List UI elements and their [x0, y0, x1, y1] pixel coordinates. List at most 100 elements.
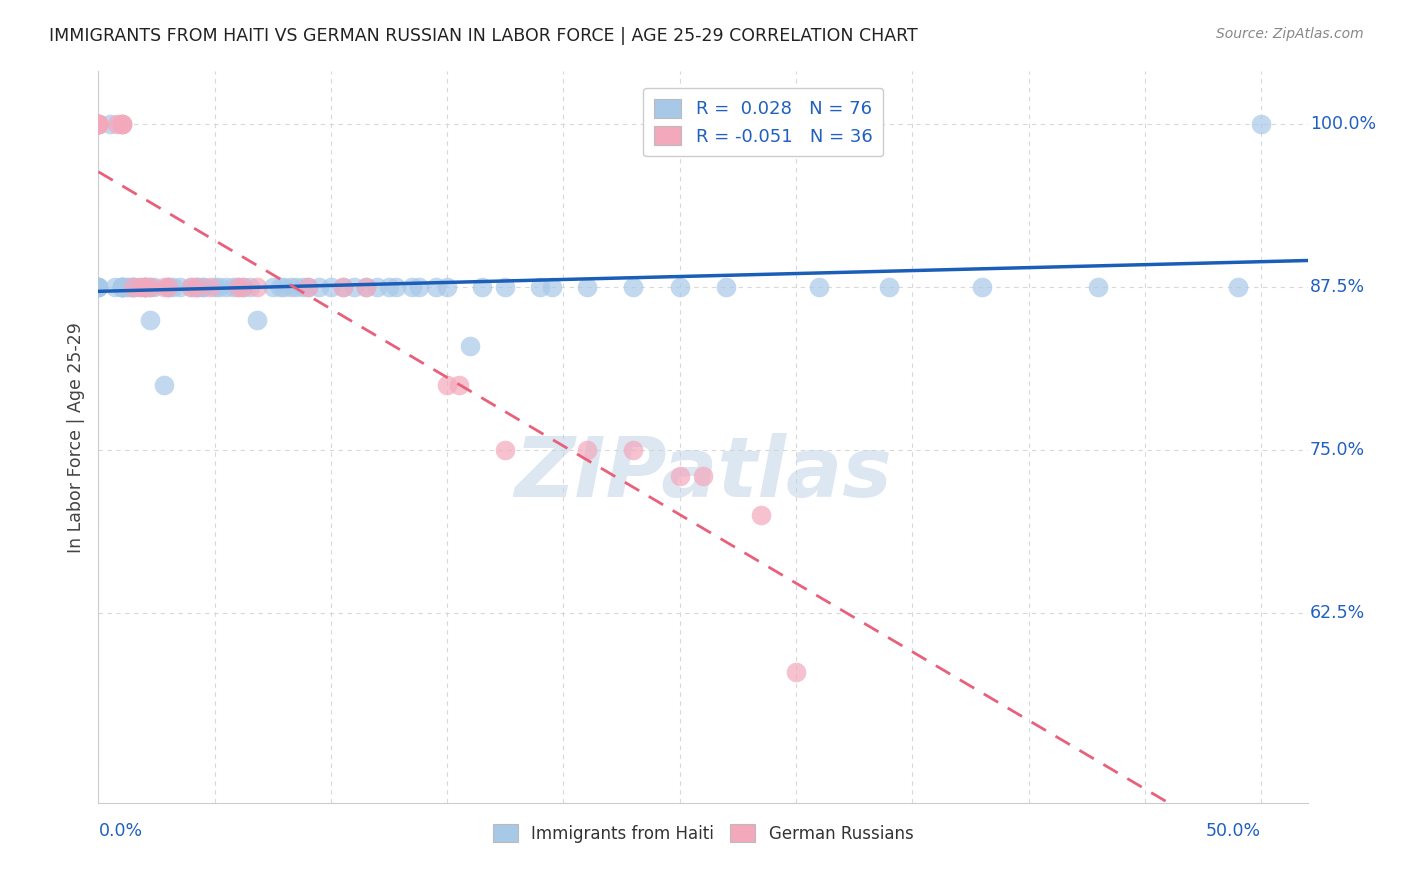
Point — [366, 280, 388, 294]
Point — [162, 280, 184, 294]
Point — [111, 280, 134, 294]
Point — [204, 280, 226, 294]
Point — [575, 280, 598, 294]
Point — [332, 280, 354, 294]
Point — [208, 280, 231, 294]
Point — [692, 469, 714, 483]
Point — [157, 280, 180, 294]
Text: 62.5%: 62.5% — [1310, 605, 1365, 623]
Point — [460, 339, 482, 353]
Point — [87, 117, 110, 131]
Point — [87, 280, 110, 294]
Point — [87, 117, 110, 131]
Point — [378, 280, 401, 294]
Point — [138, 312, 160, 326]
Point — [716, 280, 738, 294]
Point — [111, 280, 134, 294]
Point — [111, 117, 134, 131]
Point — [877, 280, 900, 294]
Point — [749, 508, 772, 523]
Point — [134, 280, 156, 294]
Point — [232, 280, 254, 294]
Point — [436, 377, 458, 392]
Point — [529, 280, 551, 294]
Point — [280, 280, 302, 294]
Point — [198, 280, 221, 294]
Point — [87, 280, 110, 294]
Point — [621, 280, 644, 294]
Point — [87, 117, 110, 131]
Point — [134, 280, 156, 294]
Point — [169, 280, 191, 294]
Point — [157, 280, 180, 294]
Point — [138, 280, 160, 294]
Point — [134, 280, 156, 294]
Text: Source: ZipAtlas.com: Source: ZipAtlas.com — [1216, 27, 1364, 41]
Point — [122, 280, 145, 294]
Point — [152, 280, 174, 294]
Point — [285, 280, 308, 294]
Point — [319, 280, 342, 294]
Point — [297, 280, 319, 294]
Point — [245, 280, 267, 294]
Point — [191, 280, 214, 294]
Point — [447, 377, 470, 392]
Point — [425, 280, 447, 294]
Point — [232, 280, 254, 294]
Text: 75.0%: 75.0% — [1310, 442, 1365, 459]
Point — [129, 280, 152, 294]
Point — [184, 280, 207, 294]
Point — [180, 280, 202, 294]
Point — [191, 280, 214, 294]
Point — [401, 280, 423, 294]
Point — [222, 280, 245, 294]
Text: 0.0%: 0.0% — [98, 822, 142, 840]
Point — [122, 280, 145, 294]
Point — [184, 280, 207, 294]
Point — [111, 117, 134, 131]
Point — [1087, 280, 1109, 294]
Point — [104, 280, 127, 294]
Point — [308, 280, 330, 294]
Point — [118, 280, 141, 294]
Point — [970, 280, 993, 294]
Point — [269, 280, 291, 294]
Point — [87, 280, 110, 294]
Point — [226, 280, 249, 294]
Text: 87.5%: 87.5% — [1310, 278, 1365, 296]
Point — [180, 280, 202, 294]
Point — [134, 280, 156, 294]
Point — [187, 280, 209, 294]
Point — [143, 280, 166, 294]
Point — [292, 280, 315, 294]
Point — [105, 117, 128, 131]
Point — [87, 117, 110, 131]
Point — [1250, 117, 1272, 131]
Point — [111, 280, 134, 294]
Point — [87, 280, 110, 294]
Text: ZIPatlas: ZIPatlas — [515, 434, 891, 514]
Point — [111, 117, 134, 131]
Text: 50.0%: 50.0% — [1206, 822, 1261, 840]
Point — [785, 665, 807, 680]
Y-axis label: In Labor Force | Age 25-29: In Labor Force | Age 25-29 — [66, 322, 84, 552]
Point — [87, 117, 110, 131]
Point — [115, 280, 138, 294]
Point — [354, 280, 377, 294]
Point — [297, 280, 319, 294]
Point — [226, 280, 249, 294]
Point — [152, 377, 174, 392]
Point — [262, 280, 284, 294]
Point — [98, 117, 121, 131]
Point — [215, 280, 238, 294]
Point — [239, 280, 262, 294]
Point — [87, 117, 110, 131]
Text: IMMIGRANTS FROM HAITI VS GERMAN RUSSIAN IN LABOR FORCE | AGE 25-29 CORRELATION C: IMMIGRANTS FROM HAITI VS GERMAN RUSSIAN … — [49, 27, 918, 45]
Point — [87, 117, 110, 131]
Point — [471, 280, 494, 294]
Point — [385, 280, 408, 294]
Point — [138, 280, 160, 294]
Point — [245, 312, 267, 326]
Point — [540, 280, 562, 294]
Point — [354, 280, 377, 294]
